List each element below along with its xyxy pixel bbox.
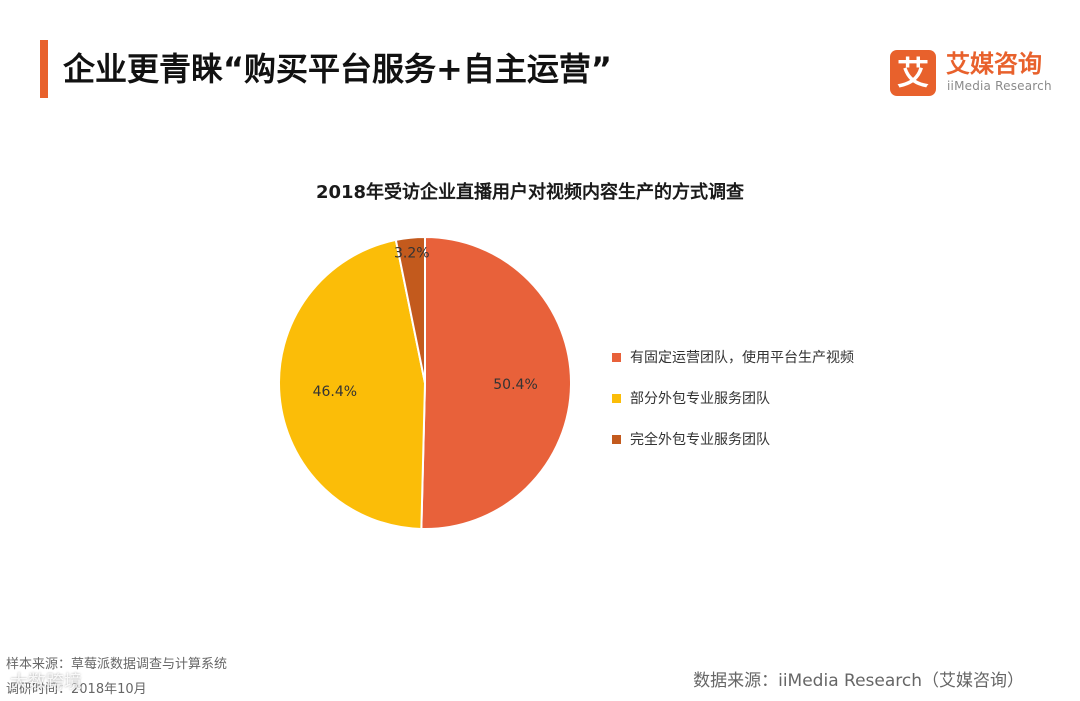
legend-label-0: 有固定运营团队，使用平台生产视频 (630, 350, 854, 366)
legend-label-1: 部分外包专业服务团队 (630, 391, 770, 407)
pie-data-label-1: 46.4% (313, 384, 357, 400)
pie-data-label-2: 3.2% (394, 245, 430, 261)
pie-slice-2 (394, 235, 426, 384)
imedia-logo: 艾 艾媒咨询 iiMedia Research (890, 50, 1065, 100)
logo-subtitle: iiMedia Research (947, 79, 1052, 93)
pie-slice-0 (420, 235, 572, 530)
chart-title: 2018年受访企业直播用户对视频内容生产的方式调查 (315, 182, 745, 203)
title-accent-bar (40, 40, 48, 98)
page-title: 企业更青睐“购买平台服务+自主运营” (63, 50, 612, 88)
pie-slice-1 (278, 238, 427, 530)
logo-badge: 艾 (890, 50, 936, 96)
pie-data-label-0: 50.4% (493, 377, 537, 393)
survey-time: 调研时间：2018年10月 (6, 682, 147, 697)
data-source: 数据来源：iiMedia Research（艾媒咨询） (693, 671, 1024, 691)
legend-swatch-2 (612, 435, 621, 444)
logo-name: 艾媒咨询 (946, 50, 1042, 78)
legend-swatch-1 (612, 394, 621, 403)
legend-label-2: 完全外包专业服务团队 (630, 432, 770, 448)
legend-swatch-0 (612, 353, 621, 362)
sample-source: 样本来源：草莓派数据调查与计算系统 (6, 657, 228, 672)
